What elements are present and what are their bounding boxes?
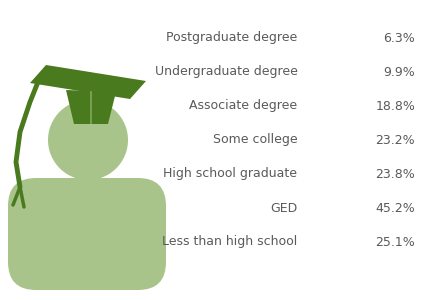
Circle shape [48,100,128,180]
Text: 18.8%: 18.8% [375,100,415,112]
Text: Undergraduate degree: Undergraduate degree [155,65,297,79]
Polygon shape [30,65,146,99]
Text: 9.9%: 9.9% [383,65,415,79]
Text: 23.2%: 23.2% [375,134,415,146]
Text: Postgraduate degree: Postgraduate degree [166,32,297,44]
Text: 45.2%: 45.2% [375,202,415,214]
Text: Some college: Some college [213,134,297,146]
Polygon shape [66,90,116,124]
Text: 25.1%: 25.1% [375,236,415,248]
Text: 23.8%: 23.8% [375,167,415,181]
Text: GED: GED [270,202,297,214]
Text: High school graduate: High school graduate [163,167,297,181]
Text: Less than high school: Less than high school [162,236,297,248]
FancyBboxPatch shape [8,178,166,290]
Text: Associate degree: Associate degree [189,100,297,112]
Text: 6.3%: 6.3% [383,32,415,44]
